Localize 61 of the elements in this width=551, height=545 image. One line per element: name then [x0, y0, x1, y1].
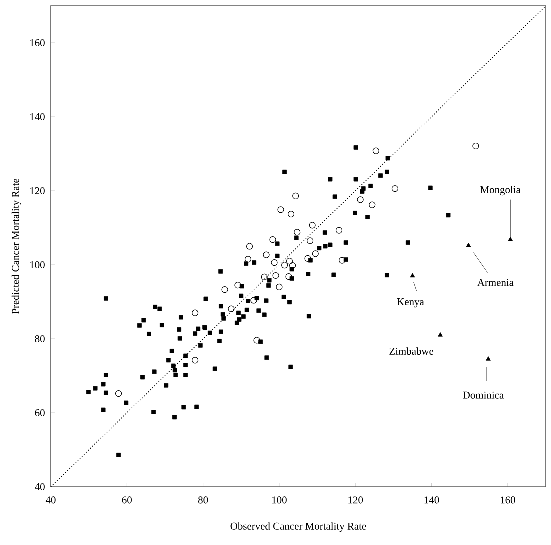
y-tick-label: 120 — [30, 187, 45, 195]
point — [271, 259, 278, 266]
point — [392, 185, 399, 192]
y-axis-title: Predicted Cancer Mortality Rate — [12, 179, 22, 314]
point — [192, 357, 199, 364]
point — [290, 262, 296, 270]
point — [304, 255, 312, 262]
y-tick-label: 80 — [35, 335, 45, 343]
point — [192, 310, 199, 316]
point — [250, 297, 258, 304]
y-tick-label: 140 — [30, 113, 45, 121]
point — [254, 337, 260, 344]
point — [438, 332, 443, 337]
point — [286, 258, 294, 265]
x-tick-label: 40 — [46, 496, 56, 504]
x-tick-label: 160 — [501, 496, 516, 504]
annotation: Dominica — [463, 392, 504, 399]
annotation: Mongolia — [480, 186, 521, 196]
point — [234, 282, 242, 289]
point — [372, 148, 380, 154]
point — [472, 142, 480, 150]
point — [115, 390, 122, 398]
point — [222, 286, 228, 294]
y-tick-label: 60 — [35, 409, 45, 417]
point — [276, 284, 283, 290]
point — [292, 192, 300, 200]
x-tick-label: 120 — [348, 496, 364, 504]
point — [272, 272, 280, 280]
y-tick-label: 40 — [35, 483, 45, 491]
point — [312, 250, 319, 258]
x-axis-title: Observed Cancer Mortality Rate — [230, 522, 366, 532]
y-tick-label: 100 — [30, 261, 45, 269]
point — [263, 252, 270, 258]
x-tick-label: 140 — [424, 496, 440, 504]
x-tick-label: 80 — [198, 496, 208, 504]
point — [261, 274, 268, 280]
point — [336, 227, 343, 234]
point — [369, 202, 376, 208]
annotation: Zimbabwe — [390, 348, 434, 355]
point — [508, 237, 514, 242]
annotation: Kenya — [397, 298, 424, 308]
point — [282, 262, 288, 269]
point — [307, 238, 314, 244]
point — [228, 306, 235, 312]
point — [339, 257, 346, 264]
point — [466, 242, 472, 248]
y-tick-label: 160 — [30, 39, 45, 47]
point — [486, 356, 491, 361]
point — [270, 236, 276, 244]
point — [309, 222, 316, 229]
point — [246, 243, 254, 250]
annotation: Armenia — [478, 279, 514, 286]
x-tick-label: 60 — [122, 496, 132, 504]
point — [357, 196, 364, 204]
point — [294, 229, 301, 236]
point — [244, 256, 252, 263]
point — [288, 211, 295, 218]
point — [286, 274, 292, 280]
point — [278, 206, 284, 214]
point — [410, 273, 416, 278]
x-tick-label: 100 — [272, 496, 287, 504]
